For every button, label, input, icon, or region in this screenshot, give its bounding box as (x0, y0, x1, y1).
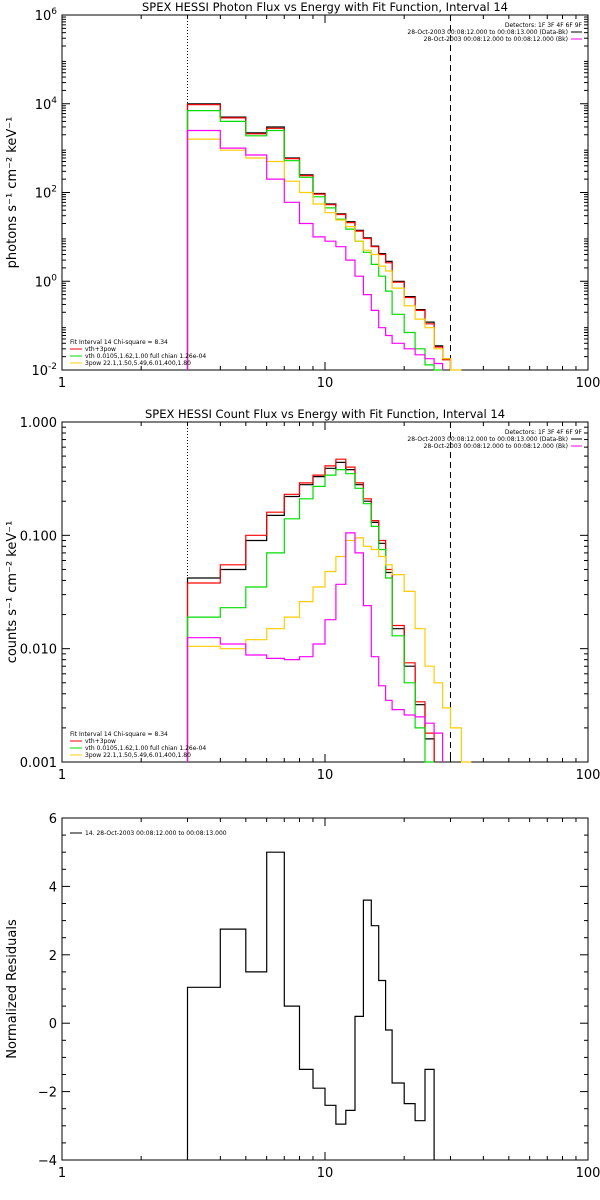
plot-frame (61, 817, 589, 1161)
x-tick-label: 100 (576, 1166, 600, 1181)
chart-panel-3: 1 10 100 −4 −2 0 2 4 6 Normalized Residuals 14. 28… (5, 812, 600, 1181)
legend-entry-label: 28-Oct-2003 00:08:12.000 to 00:08:13.000… (407, 29, 568, 36)
legend-entry-label: 28-Oct-2003 00:08:12.000 to 00:08:13.000… (407, 436, 568, 443)
x-tick-label: 10 (317, 1166, 334, 1181)
legend-entry-label: 3pow 22.1,1.50,5.49,6.01,400,1.80 (85, 360, 191, 367)
y-axis-label: counts s⁻¹ cm⁻² keV⁻¹ (5, 521, 20, 664)
series-line-4 (186, 138, 462, 371)
series-line-3 (186, 110, 443, 371)
y-axis-label: photons s⁻¹ cm⁻² keV⁻¹ (5, 117, 20, 269)
legend-fit-info: Fit Interval 14 Chi-square = 8.34 (70, 731, 168, 738)
plot-frame (61, 14, 589, 371)
x-tick-label: 10 (317, 376, 334, 391)
chart-panel-2: SPEX HESSI Count Flux vs Energy with Fit… (5, 407, 600, 783)
y-tick-label: −2 (38, 1086, 57, 1101)
y-axis-label: Normalized Residuals (5, 919, 20, 1059)
series-line-1 (186, 103, 452, 370)
y-tick-label: 10-2 (31, 362, 57, 379)
legend-entry-label: 14. 28-Oct-2003 00:08:12.000 to 00:08:13… (85, 830, 227, 837)
chart-title: SPEX HESSI Count Flux vs Energy with Fit… (145, 407, 505, 421)
x-tick-label: 1 (58, 1166, 66, 1181)
legend-detectors: Detectors: 1F 3F 4F 6F 9F (505, 429, 583, 436)
x-tick-label: 1 (58, 376, 66, 391)
chart-title: SPEX HESSI Photon Flux vs Energy with Fi… (142, 0, 508, 14)
x-tick-label: 10 (317, 768, 334, 783)
series-line-5 (186, 129, 444, 370)
series-line-2 (186, 458, 435, 762)
y-tick-label: 4 (49, 880, 57, 895)
y-tick-label: 0.010 (20, 643, 57, 658)
legend-fit-info: Fit Interval 14 Chi-square = 8.34 (70, 339, 168, 346)
legend-entry-label: vth 0.0105,1.62,1.00 full chian 1.26e-04 (85, 353, 206, 360)
y-tick-label: 100 (35, 273, 58, 290)
legend-entry-label: 28-Oct-2003 00:08:12.000 to 00:08:12.000… (424, 443, 568, 450)
series-line-3 (186, 469, 435, 763)
y-tick-label: 102 (35, 185, 57, 202)
y-tick-label: 106 (35, 7, 58, 24)
y-tick-label: 6 (49, 812, 57, 827)
y-tick-label: 0.100 (20, 529, 57, 544)
series-line-5 (186, 532, 444, 762)
legend-detectors: Detectors: 1F 3F 4F 6F 9F (505, 22, 583, 29)
chart-panel-1: SPEX HESSI Photon Flux vs Energy with Fi… (5, 0, 600, 391)
legend-entry-label: vth 0.0105,1.62,1.00 full chian 1.26e-04 (85, 745, 206, 752)
legend-entry-label: vth+3pow (85, 346, 116, 353)
legend-entry-label: 28-Oct-2003 00:08:12.000 to 00:08:12.000… (424, 36, 568, 43)
y-tick-label: 1.000 (20, 416, 57, 431)
series-line-4 (186, 537, 472, 763)
series-line-2 (186, 104, 452, 370)
x-tick-label: 1 (58, 768, 66, 783)
x-tick-label: 100 (576, 768, 600, 783)
y-tick-label: −4 (38, 1154, 57, 1169)
legend-entry-label: vth+3pow (85, 738, 116, 745)
y-tick-label: 0.001 (20, 756, 57, 771)
series-line-1 (186, 461, 435, 762)
y-tick-label: 0 (49, 1017, 57, 1032)
y-tick-label: 104 (35, 96, 58, 113)
series-line-1 (186, 851, 435, 1160)
legend-entry-label: 3pow 22.1,1.50,5.49,6.01,400,1.80 (85, 752, 191, 759)
x-tick-label: 100 (576, 376, 600, 391)
y-tick-label: 2 (49, 949, 57, 964)
